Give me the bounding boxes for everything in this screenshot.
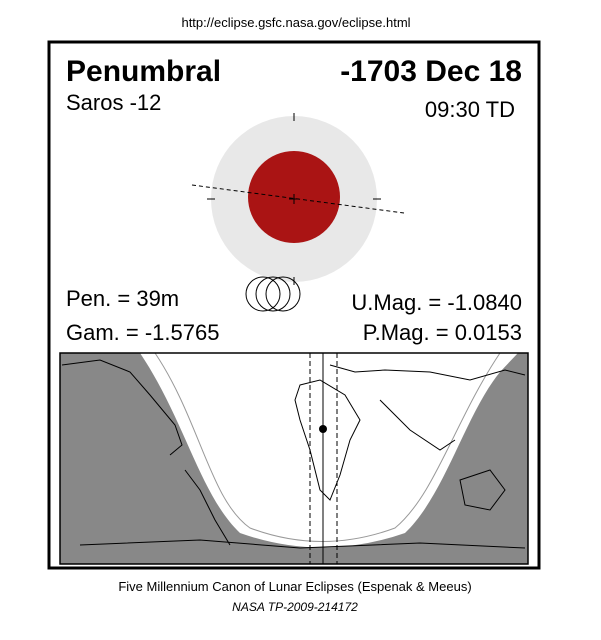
visibility-region	[140, 353, 518, 548]
world-map	[59, 352, 529, 565]
gamma: Gam. = -1.5765	[66, 320, 219, 345]
penumbral-magnitude: P.Mag. = 0.0153	[363, 320, 522, 345]
visibility-line	[154, 352, 501, 542]
footer-title: Five Millennium Canon of Lunar Eclipses …	[118, 579, 471, 594]
eclipse-type: Penumbral	[66, 55, 221, 88]
footer-ref: NASA TP-2009-214172	[232, 600, 358, 614]
map-border	[59, 352, 529, 565]
saros: Saros -12	[66, 90, 161, 115]
subsolar-point	[319, 425, 327, 433]
moon	[245, 276, 281, 312]
moon	[265, 276, 301, 312]
moon	[255, 276, 291, 312]
url: http://eclipse.gsfc.nasa.gov/eclipse.htm…	[181, 15, 410, 30]
coastlines	[61, 359, 526, 549]
shadow-diagram	[191, 113, 405, 312]
eclipse-date: -1703 Dec 18	[340, 55, 522, 88]
umbral-magnitude: U.Mag. = -1.0840	[351, 290, 522, 315]
time: 09:30 TD	[425, 97, 515, 122]
pen-duration: Pen. = 39m	[66, 286, 179, 311]
